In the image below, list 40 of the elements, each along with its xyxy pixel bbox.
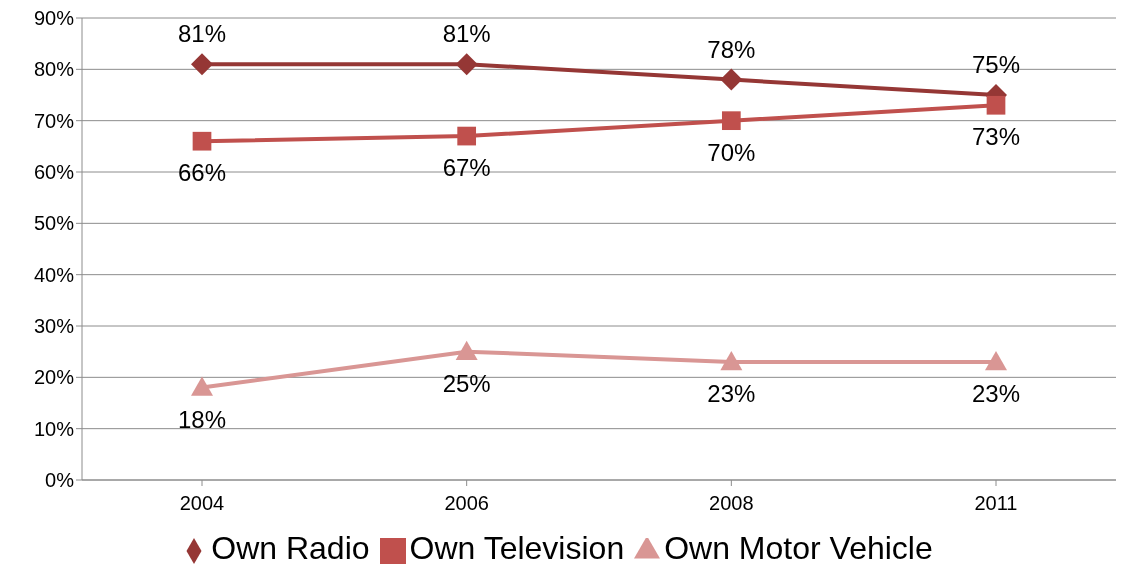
x-tick-label: 2011 [974, 492, 1018, 515]
y-tick-label: 50% [33, 212, 75, 235]
data-label: 81% [177, 20, 227, 48]
point [720, 350, 743, 371]
data-label: 23% [971, 379, 1021, 407]
point [457, 126, 477, 146]
data-label: 81% [442, 20, 491, 48]
x-tick-label: 2004 [179, 492, 225, 515]
data-label: 75% [971, 51, 1021, 78]
y-tick-label: 60% [33, 161, 75, 184]
x-tick-label: 2006 [444, 492, 489, 515]
legend-label: Own Motor Vehicle [664, 530, 933, 566]
point [986, 95, 1006, 115]
point [191, 53, 213, 76]
legend-label: Own Radio [211, 530, 370, 566]
data-label: 67% [442, 154, 491, 182]
point [985, 350, 1007, 371]
point [455, 53, 478, 76]
legend-label: Own Television [409, 530, 625, 566]
y-tick-label: 70% [33, 109, 75, 132]
data-label: 70% [707, 138, 756, 166]
data-label: 25% [442, 369, 491, 397]
y-tick-label: 0% [45, 469, 75, 492]
data-label: 73% [971, 123, 1021, 151]
y-tick-label: 30% [33, 315, 75, 338]
data-label: 18% [177, 405, 227, 433]
y-tick-label: 90% [33, 7, 75, 30]
point [192, 131, 212, 151]
y-tick-label: 10% [33, 417, 75, 440]
x-tick-label: 2008 [709, 492, 754, 515]
y-tick-label: 40% [33, 263, 75, 286]
point [721, 111, 741, 131]
point [720, 68, 743, 91]
point [455, 340, 478, 360]
data-label: 23% [707, 379, 756, 407]
data-label: 78% [707, 35, 756, 63]
data-label: 66% [177, 159, 227, 187]
y-tick-label: 20% [33, 366, 75, 389]
y-tick-label: 80% [33, 58, 75, 81]
point [191, 376, 213, 396]
